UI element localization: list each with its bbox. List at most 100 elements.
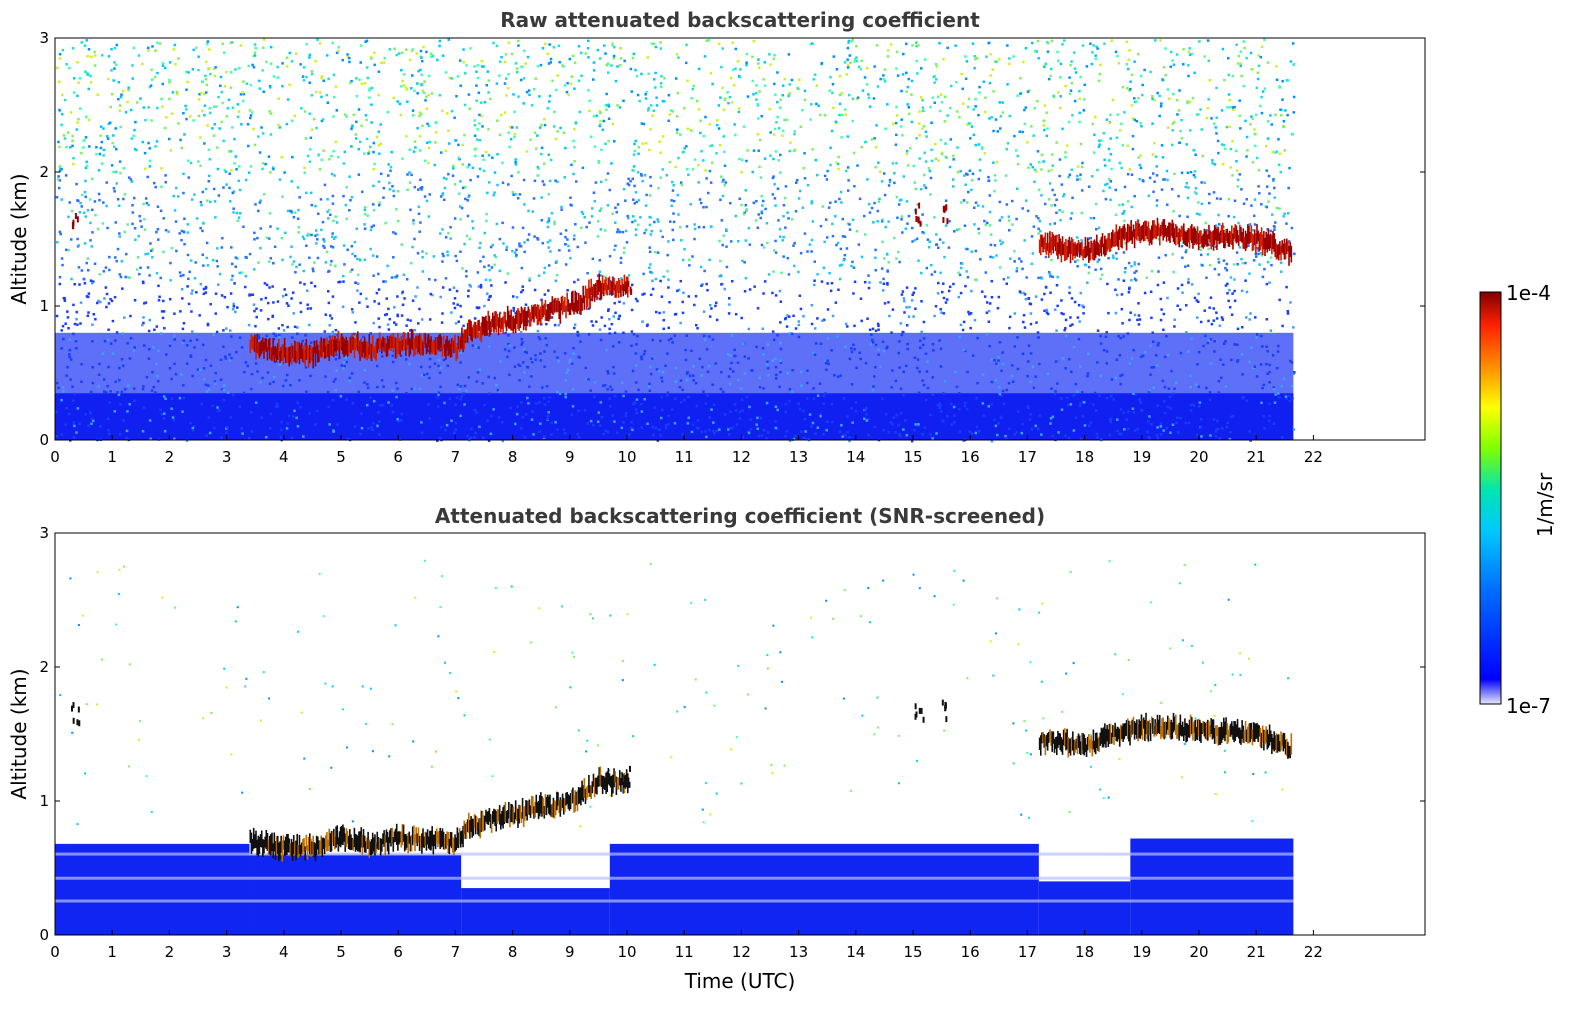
noise-speckle bbox=[576, 278, 580, 282]
noise-speckle bbox=[766, 363, 769, 366]
noise-speckle bbox=[881, 218, 884, 222]
noise-speckle bbox=[425, 372, 429, 376]
noise-speckle bbox=[510, 52, 514, 56]
noise-speckle bbox=[525, 365, 529, 369]
noise-speckle bbox=[1199, 245, 1202, 249]
noise-speckle bbox=[1043, 65, 1046, 69]
noise-speckle bbox=[433, 163, 436, 167]
noise-speckle bbox=[651, 425, 654, 429]
noise-speckle bbox=[160, 97, 163, 101]
noise-speckle bbox=[168, 344, 172, 347]
noise-speckle bbox=[420, 188, 423, 191]
noise-speckle bbox=[812, 78, 815, 81]
noise-speckle bbox=[915, 59, 918, 63]
noise-speckle bbox=[114, 256, 117, 259]
noise-speckle bbox=[118, 235, 122, 238]
noise-speckle bbox=[1238, 246, 1242, 249]
noise-speckle bbox=[1106, 182, 1109, 186]
noise-speckle bbox=[216, 406, 219, 409]
noise-speckle bbox=[117, 393, 121, 397]
noise-speckle bbox=[637, 146, 641, 149]
noise-speckle bbox=[799, 307, 803, 311]
noise-speckle bbox=[1282, 125, 1285, 129]
noise-speckle bbox=[1129, 311, 1132, 314]
noise-speckle bbox=[286, 98, 290, 101]
noise-speckle bbox=[640, 357, 643, 361]
noise-speckle bbox=[1159, 105, 1163, 108]
noise-speckle bbox=[203, 104, 207, 107]
noise-speckle bbox=[60, 123, 63, 127]
noise-speckle bbox=[372, 208, 376, 212]
noise-speckle bbox=[1274, 113, 1277, 117]
noise-speckle bbox=[838, 277, 842, 281]
noise-speckle bbox=[409, 87, 413, 90]
noise-speckle bbox=[846, 166, 850, 169]
noise-speckle bbox=[556, 180, 559, 184]
noise-speckle bbox=[433, 362, 437, 365]
noise-speckle bbox=[131, 203, 134, 207]
noise-speckle bbox=[446, 348, 449, 351]
noise-speckle bbox=[762, 387, 765, 390]
noise-speckle bbox=[727, 428, 730, 431]
noise-speckle bbox=[938, 41, 941, 45]
noise-speckle bbox=[1042, 160, 1045, 163]
noise-speckle bbox=[1225, 125, 1229, 129]
noise-speckle bbox=[1109, 180, 1113, 183]
noise-speckle bbox=[738, 75, 742, 79]
noise-speckle bbox=[576, 330, 579, 334]
noise-speckle bbox=[708, 144, 712, 148]
noise-speckle bbox=[436, 58, 439, 62]
noise-speckle bbox=[478, 368, 482, 371]
noise-speckle bbox=[920, 67, 923, 70]
noise-speckle bbox=[1224, 385, 1228, 388]
noise-speckle bbox=[693, 237, 696, 241]
noise-speckle bbox=[1247, 244, 1250, 247]
noise-speckle bbox=[836, 241, 840, 245]
noise-speckle bbox=[98, 362, 101, 366]
noise-speckle bbox=[1072, 429, 1076, 432]
noise-speckle bbox=[666, 352, 669, 355]
noise-speckle bbox=[1254, 255, 1258, 258]
noise-speckle bbox=[525, 351, 528, 354]
noise-speckle bbox=[436, 405, 440, 408]
noise-speckle bbox=[452, 286, 456, 289]
noise-speckle bbox=[734, 312, 738, 316]
noise-speckle bbox=[906, 222, 909, 225]
noise-speckle bbox=[673, 334, 677, 337]
noise-speckle bbox=[997, 421, 1000, 425]
noise-speckle bbox=[203, 142, 206, 145]
noise-speckle bbox=[661, 168, 664, 171]
noise-speckle bbox=[977, 204, 980, 207]
noise-speckle bbox=[496, 152, 499, 156]
noise-speckle bbox=[1013, 249, 1016, 253]
noise-speckle bbox=[1228, 305, 1232, 309]
noise-speckle bbox=[859, 357, 862, 361]
noise-speckle bbox=[1109, 113, 1112, 117]
noise-speckle bbox=[120, 260, 124, 263]
noise-speckle bbox=[760, 194, 763, 198]
noise-speckle bbox=[993, 418, 996, 422]
noise-speckle bbox=[813, 353, 817, 357]
noise-speckle bbox=[1016, 336, 1019, 339]
noise-speckle bbox=[570, 75, 574, 78]
noise-speckle bbox=[548, 239, 552, 242]
noise-speckle bbox=[925, 224, 929, 227]
noise-speckle bbox=[846, 58, 849, 61]
noise-speckle bbox=[882, 282, 886, 286]
noise-speckle bbox=[996, 433, 999, 437]
noise-speckle bbox=[384, 280, 388, 283]
noise-speckle bbox=[332, 237, 336, 240]
noise-speckle bbox=[965, 60, 969, 63]
noise-speckle bbox=[816, 173, 819, 177]
boundary-layer-band bbox=[55, 393, 1294, 440]
noise-speckle bbox=[1188, 53, 1192, 56]
noise-speckle bbox=[326, 390, 330, 394]
noise-speckle bbox=[635, 74, 639, 78]
noise-speckle bbox=[797, 335, 801, 339]
noise-speckle bbox=[178, 271, 182, 274]
noise-speckle bbox=[921, 127, 924, 130]
noise-speckle bbox=[664, 364, 667, 367]
noise-speckle bbox=[512, 193, 515, 197]
noise-speckle bbox=[146, 46, 150, 50]
noise-speckle bbox=[884, 412, 888, 416]
